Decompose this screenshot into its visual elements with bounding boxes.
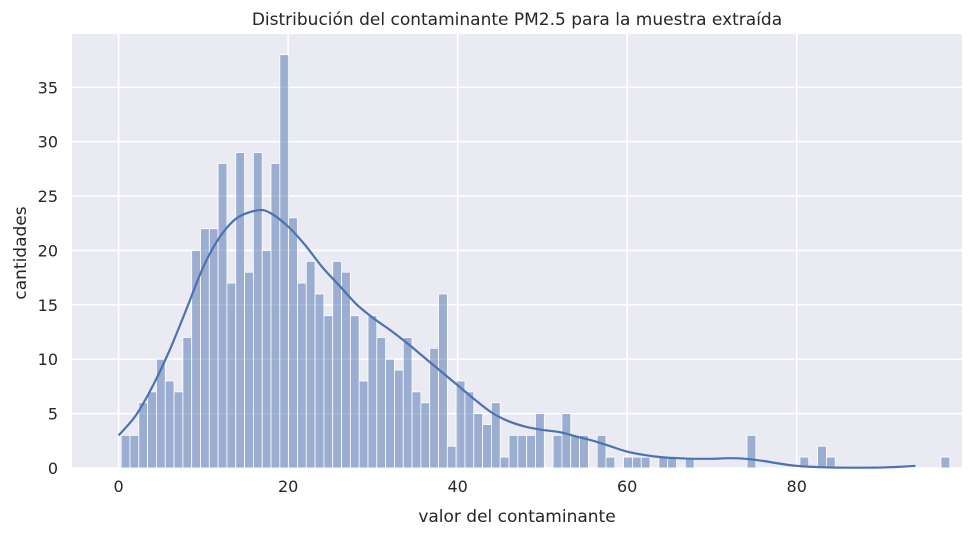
histogram-bar <box>235 152 245 469</box>
histogram-bar <box>570 434 580 469</box>
histogram-bar <box>314 293 325 469</box>
histogram-bar <box>684 456 695 469</box>
histogram-bar <box>164 380 175 469</box>
x-tick-label: 0 <box>114 477 124 496</box>
histogram-bar <box>940 456 951 469</box>
histogram-bar <box>252 152 263 469</box>
x-axis-ticks: 0 20 40 60 80 <box>114 477 807 496</box>
histogram-bar <box>402 337 413 469</box>
histogram-bar <box>596 434 607 469</box>
kde-curve <box>117 208 916 469</box>
x-axis-label: valor del contaminante <box>418 507 615 527</box>
histogram-bar <box>129 434 140 469</box>
histogram-bar <box>482 424 492 469</box>
histogram-bar <box>226 282 237 469</box>
y-tick-label: 15 <box>38 296 58 315</box>
histogram-bar <box>455 380 466 469</box>
histogram-bar <box>464 391 475 469</box>
histogram-bar <box>244 271 254 469</box>
histogram-bar <box>623 456 633 469</box>
histogram-bar <box>208 228 219 469</box>
y-tick-label: 10 <box>38 350 58 369</box>
chart-title: Distribución del contaminante PM2.5 para… <box>252 10 782 30</box>
histogram-bar <box>217 163 228 469</box>
histogram-bar <box>526 434 536 469</box>
histogram-bar <box>746 434 757 469</box>
histogram-bars <box>120 54 951 469</box>
histogram-bar <box>605 456 616 469</box>
x-tick-label: 20 <box>278 477 298 496</box>
histogram-bar <box>288 217 298 469</box>
histogram-bar <box>376 337 387 469</box>
histogram-bar <box>579 434 589 469</box>
y-tick-label: 25 <box>38 187 58 206</box>
histogram-bar <box>508 434 519 469</box>
histogram-bar <box>561 413 572 469</box>
histogram-bar <box>367 315 378 469</box>
histogram-bar <box>147 391 157 469</box>
x-tick-label: 40 <box>447 477 467 496</box>
histogram-bar <box>446 445 457 469</box>
histogram-bar <box>491 402 501 469</box>
histogram-bar <box>270 163 281 469</box>
histogram-bar <box>658 456 669 469</box>
histogram-bar <box>552 434 563 469</box>
histogram-bar <box>517 434 528 469</box>
histogram-bar <box>120 434 131 469</box>
histogram-bar <box>297 282 307 469</box>
histogram-bar <box>411 391 422 469</box>
histogram-bar <box>473 413 483 469</box>
histogram-bar <box>305 260 316 469</box>
histogram-bar <box>632 456 642 469</box>
histogram-bar <box>438 293 448 469</box>
histogram-bar <box>535 413 545 469</box>
x-tick-label: 60 <box>617 477 637 496</box>
y-axis-label: cantidades <box>11 206 31 299</box>
y-tick-label: 0 <box>48 459 58 478</box>
histogram-bar <box>385 358 395 469</box>
histogram-bar <box>640 456 651 469</box>
histogram-bar <box>279 54 290 469</box>
histogram-bar <box>420 402 431 469</box>
histogram-bar <box>332 260 342 469</box>
histogram-bar <box>358 380 369 469</box>
histogram-bar <box>323 315 334 469</box>
histogram-bar <box>817 445 827 469</box>
histogram-bar <box>499 456 510 469</box>
histogram-bar <box>138 402 149 469</box>
y-tick-label: 35 <box>38 78 58 97</box>
histogram-bar <box>261 250 272 469</box>
y-tick-label: 20 <box>38 241 58 260</box>
x-tick-label: 80 <box>787 477 807 496</box>
y-tick-label: 30 <box>38 133 58 152</box>
histogram-bar <box>173 391 184 469</box>
histogram-bar <box>341 271 351 469</box>
histogram-bar <box>394 369 404 469</box>
histogram-bar <box>182 337 193 469</box>
y-tick-label: 5 <box>48 405 58 424</box>
y-axis-ticks: 0 5 10 15 20 25 30 35 <box>38 78 58 478</box>
histogram-bar <box>349 315 360 469</box>
histogram-bar <box>799 456 810 469</box>
